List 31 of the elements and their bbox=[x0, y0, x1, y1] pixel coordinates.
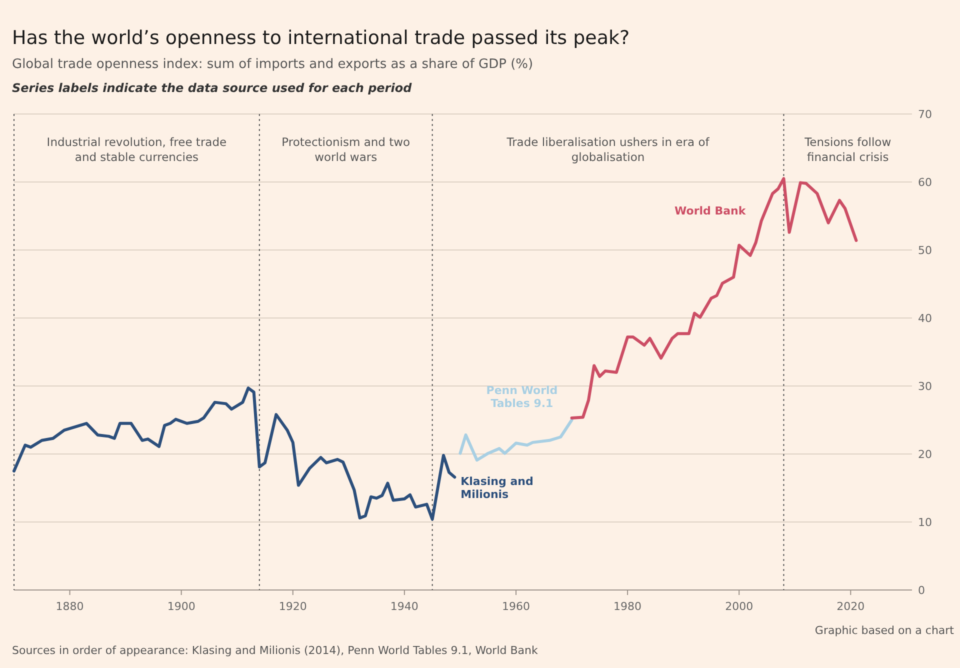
y-tick-label: 70 bbox=[918, 108, 932, 121]
y-tick-label: 60 bbox=[918, 176, 932, 189]
x-tick-label: 1980 bbox=[614, 600, 642, 613]
chart-title: Has the world’s openness to international trade passed its peak? bbox=[12, 27, 630, 49]
text: Series labels indicate the data source used for each period bbox=[12, 81, 412, 95]
y-tick-label: 40 bbox=[918, 312, 932, 325]
y-tick-label: 30 bbox=[918, 380, 932, 393]
line-series bbox=[12, 386, 456, 521]
y-tick-label: 20 bbox=[918, 448, 932, 461]
x-tick-label: 1960 bbox=[502, 600, 530, 613]
y-tick-label: 0 bbox=[918, 584, 925, 597]
y-tick-label: 10 bbox=[918, 516, 932, 529]
x-tick-label: 1900 bbox=[167, 600, 196, 613]
line-series bbox=[458, 418, 574, 462]
chart-subtitle: Global trade openness index: sum of imports and exports as a share of GDP (%) bbox=[12, 57, 534, 72]
series-label: Penn World Tables 9.1 bbox=[486, 384, 558, 410]
annotation: Tensions follow financial crisis bbox=[804, 135, 892, 164]
x-tick-label: 2020 bbox=[836, 600, 865, 613]
x-tick-label: 1920 bbox=[278, 600, 307, 613]
source-note: Sources in order of appearance: Klasing and Milionis (2014), Penn World Tables 9.1, World Bank bbox=[12, 644, 538, 657]
x-tick-label: 1880 bbox=[56, 600, 84, 613]
annotation: Trade liberalisation ushers in era of globalisation bbox=[506, 135, 710, 164]
x-tick-label: 1940 bbox=[390, 600, 418, 613]
annotation: Industrial revolution, free trade and stable currencies bbox=[46, 135, 227, 164]
y-tick-label: 50 bbox=[918, 244, 932, 257]
text: Graphic based on a chart bbox=[814, 624, 955, 637]
annotation: Protectionism and two world wars bbox=[282, 135, 410, 164]
line-series bbox=[570, 177, 858, 420]
x-tick-label: 2000 bbox=[725, 600, 754, 613]
series-label: Klasing and Milionis bbox=[460, 475, 534, 502]
series-label: World Bank bbox=[674, 204, 746, 218]
